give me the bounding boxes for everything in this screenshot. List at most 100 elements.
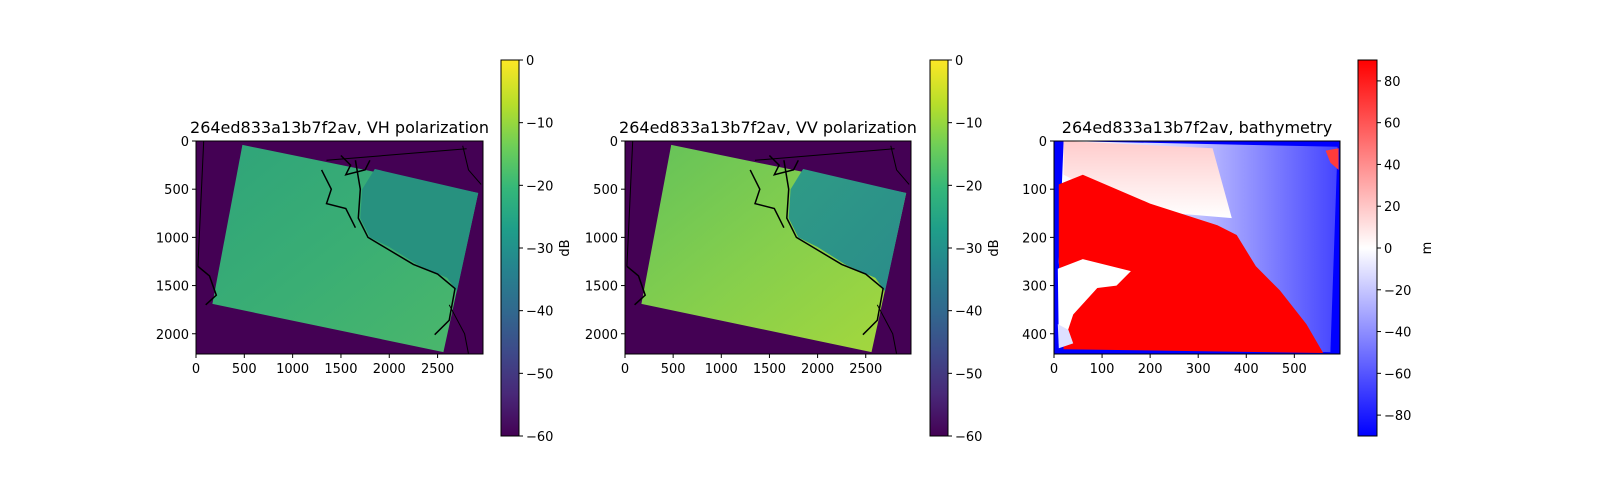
y-tick-label: 0 [181,135,189,150]
y-tick-label: 1500 [585,280,618,295]
coastline [783,160,884,336]
bathy-land-upper [1063,141,1232,219]
county-border [754,148,895,161]
x-tick-label: 2000 [373,362,406,377]
west-coastline [626,265,647,306]
bathy-inlet-edge [1057,324,1074,349]
colorbar-tick-label: 80 [1384,75,1401,90]
x-tick-label: 100 [1090,362,1115,377]
x-tick-label: 0 [1050,362,1058,377]
y-tick-label: 0 [610,135,618,150]
county-border [326,148,467,161]
colorbar-tick-label: −50 [526,367,553,382]
colorbar-tick-label: −10 [955,117,982,132]
y-tick-label: 500 [164,183,189,198]
coastline [354,160,456,336]
bathy-patch [1325,148,1339,170]
bathy-land-main [1058,174,1324,353]
colorbar-tick-label: −40 [955,305,982,320]
colorbar-gradient [929,59,949,437]
east-border [890,145,910,185]
bay-islands [768,154,799,176]
x-tick-label: 500 [232,362,257,377]
x-tick-label: 500 [661,362,686,377]
x-tick-label: 0 [192,362,200,377]
chart-title: 264ed833a13b7f2av, VH polarization [190,118,489,137]
y-tick-label: 1000 [156,231,189,246]
bathy-inlet [1057,259,1131,344]
colorbar-tick-label: 40 [1384,158,1401,173]
y-tick-label: 1500 [156,280,189,295]
sea-region [360,169,479,292]
x-tick-label: 500 [1282,362,1307,377]
west-coastline [197,265,218,306]
x-tick-label: 400 [1234,362,1259,377]
colorbar-label: dB [558,239,573,256]
colorbar: 0 −10 −20 −30 −40 −50 −60 dB [929,54,1002,445]
colorbar-label: dB [987,239,1002,256]
heatmap-image [625,140,911,355]
colorbar-tick-label: −30 [955,242,982,257]
colorbar-tick-label: −60 [1384,367,1411,382]
colorbar-tick-label: −20 [526,179,553,194]
colorbar-tick-label: −20 [955,179,982,194]
chart-title: 264ed833a13b7f2av, bathymetry [1062,118,1332,137]
sea-region [788,169,907,292]
x-tick-label: 0 [621,362,629,377]
colorbar-tick-label: −10 [526,117,553,132]
bay-coastline [749,169,785,229]
x-tick-label: 2500 [849,362,882,377]
axes-frame [195,140,484,355]
axes-frame [1053,140,1341,355]
x-tick-label: 1000 [705,362,738,377]
x-tick-label: 2500 [421,362,454,377]
y-tick-label: 1000 [585,231,618,246]
colorbar-tick-label: 60 [1384,117,1401,132]
colorbar-gradient [500,59,520,437]
heatmap-image [1054,141,1340,354]
state-border [626,140,634,267]
y-tick-label: 2000 [585,328,618,343]
y-tick-label: 100 [1022,183,1047,198]
south-border [448,304,469,355]
colorbar-tick-label: −80 [1384,409,1411,424]
chart-title: 264ed833a13b7f2av, VV polarization [619,118,917,137]
colorbar-tick-label: 0 [1384,242,1392,257]
x-tick-label: 300 [1186,362,1211,377]
colorbar-label: m [1420,242,1435,255]
colorbar-tick-label: −30 [526,242,553,257]
y-tick-label: 200 [1022,231,1047,246]
axes-frame [624,140,912,355]
x-tick-label: 2000 [801,362,834,377]
colorbar-tick-label: −60 [526,430,553,445]
colorbar-tick-label: 0 [955,54,963,69]
y-tick-label: 300 [1022,280,1047,295]
y-tick-label: 400 [1022,328,1047,343]
colorbar-tick-label: 20 [1384,200,1401,215]
y-tick-label: 0 [1039,135,1047,150]
x-tick-label: 1000 [276,362,309,377]
y-tick-label: 500 [593,183,618,198]
state-border [197,140,205,267]
colorbar-tick-label: −50 [955,367,982,382]
y-tick-label: 2000 [156,328,189,343]
south-border [876,304,898,355]
colorbar-tick-label: 0 [526,54,534,69]
colorbar-gradient [1357,59,1378,437]
bay-coastline [320,169,357,229]
colorbar-tick-label: −60 [955,430,982,445]
colorbar-tick-label: −40 [526,305,553,320]
colorbar: 0 −10 −20 −30 −40 −50 −60 dB [500,54,573,445]
colorbar-tick-label: −40 [1384,326,1411,341]
heatmap-image [196,140,483,355]
colorbar: 80 60 40 20 0 −20 −40 −60 −80 m [1357,59,1435,437]
x-tick-label: 1500 [324,362,357,377]
bay-islands [340,154,371,176]
x-tick-label: 1500 [753,362,786,377]
east-border [462,145,482,185]
x-tick-label: 200 [1138,362,1163,377]
